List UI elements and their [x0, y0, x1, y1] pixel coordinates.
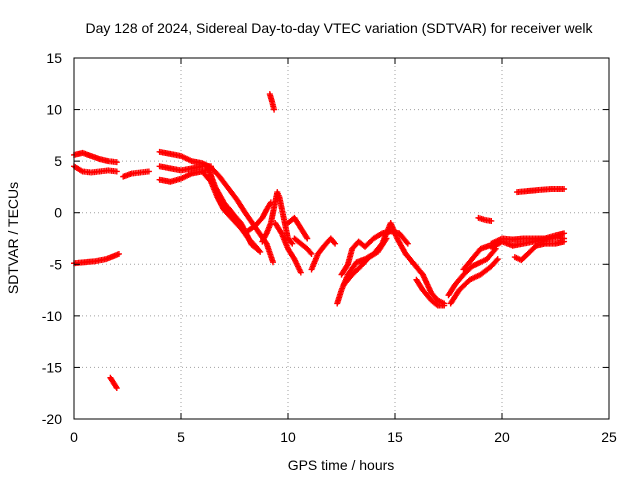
- y-tick-label: 15: [46, 50, 62, 66]
- data-point: [112, 383, 119, 390]
- data-point: [331, 239, 338, 246]
- data-point: [332, 240, 339, 247]
- data-point: [308, 250, 315, 257]
- x-axis-label: GPS time / hours: [288, 457, 395, 473]
- y-tick-label: -5: [50, 256, 63, 272]
- data-point: [433, 301, 440, 308]
- data-point: [488, 217, 495, 224]
- y-tick-label: -20: [42, 411, 62, 427]
- y-tick-label: -10: [42, 308, 62, 324]
- data-point: [561, 230, 568, 237]
- y-tick-label: 0: [54, 205, 62, 221]
- x-tick-label: 5: [177, 429, 185, 445]
- data-point: [297, 269, 304, 276]
- data-point: [303, 234, 310, 241]
- data-point: [270, 259, 277, 266]
- y-tick-label: 10: [46, 102, 62, 118]
- data-point: [289, 240, 296, 247]
- x-tick-label: 20: [494, 429, 510, 445]
- data-point: [288, 239, 295, 246]
- data-point: [403, 239, 410, 246]
- data-point: [145, 168, 152, 175]
- data-point: [344, 262, 351, 269]
- y-axis-label: SDTVAR / TECUs: [5, 182, 21, 294]
- data-point: [561, 185, 568, 192]
- data-point: [494, 256, 501, 263]
- plot-frame: [73, 57, 610, 420]
- x-tick-label: 0: [70, 429, 78, 445]
- data-marks: [71, 91, 568, 392]
- data-point: [307, 249, 314, 256]
- data-point: [304, 235, 311, 242]
- data-point: [113, 159, 120, 166]
- data-point: [561, 238, 568, 245]
- chart-title: Day 128 of 2024, Sidereal Day-to-day VTE…: [85, 20, 593, 36]
- data-point: [255, 246, 262, 253]
- axis-ticks: 0 5 10 15 20 25 -20 -15 -10 -5 0 5 10 15: [42, 50, 617, 445]
- data-point: [404, 240, 411, 247]
- data-point: [115, 250, 122, 257]
- data-point: [113, 168, 120, 175]
- y-tick-label: 5: [54, 153, 62, 169]
- data-point: [113, 385, 120, 392]
- y-tick-label: -15: [42, 359, 62, 375]
- x-tick-label: 15: [387, 429, 403, 445]
- data-point: [441, 302, 448, 309]
- x-tick-label: 10: [280, 429, 296, 445]
- data-point: [253, 245, 260, 252]
- x-tick-label: 25: [601, 429, 617, 445]
- data-point: [271, 106, 278, 113]
- data-point: [493, 257, 500, 264]
- data-point: [383, 235, 390, 242]
